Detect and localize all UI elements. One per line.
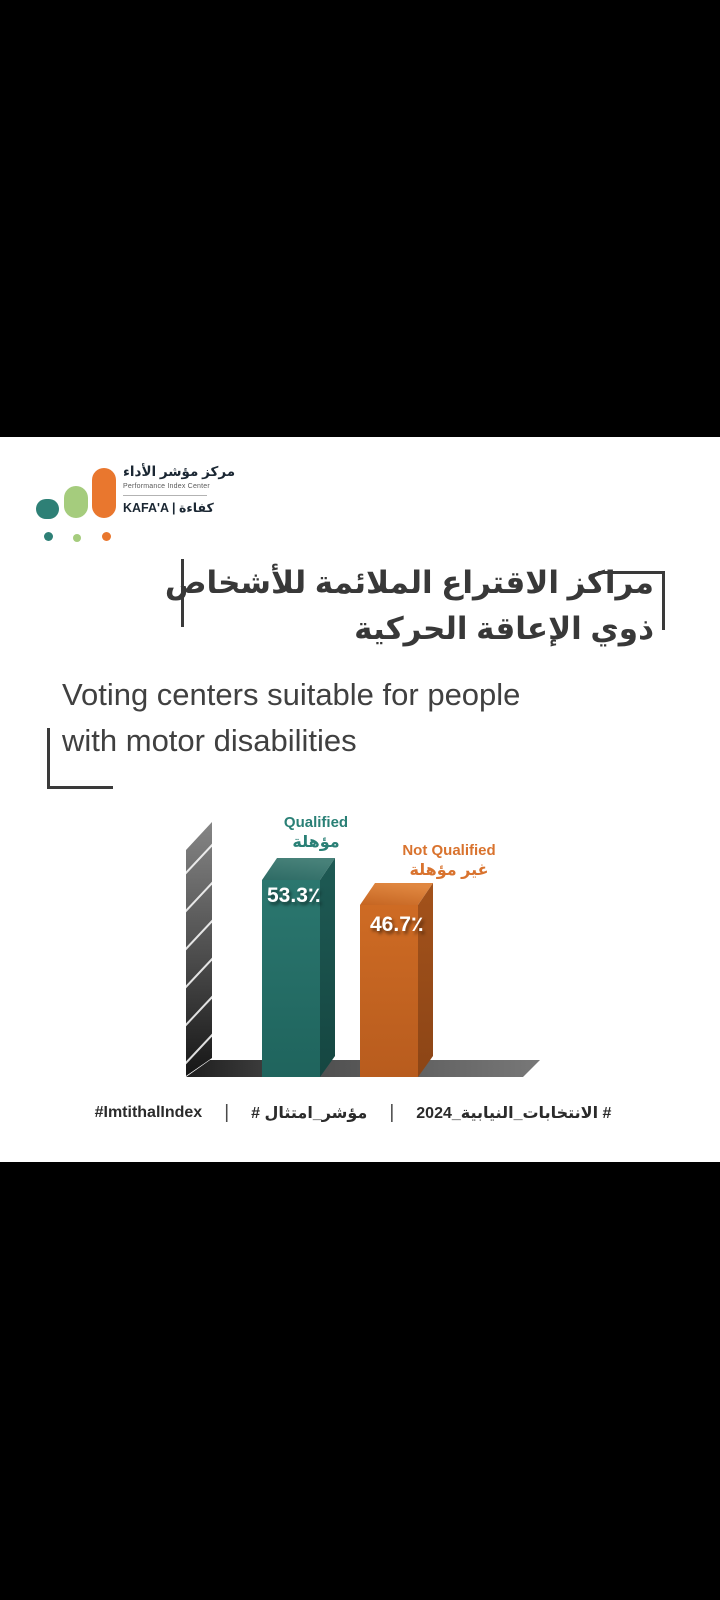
chart-axis-wall: [186, 822, 212, 1076]
letterbox-top: [0, 0, 720, 437]
hashtag-elections-2024: # الانتخابات_النيابية_2024: [416, 1105, 612, 1122]
title-ar-line2: ذوي الإعاقة الحركية: [354, 611, 654, 646]
bar-not-qualified-side: [418, 883, 433, 1077]
logo-dot-orange-icon: [102, 532, 111, 541]
bar-not-qualified: [360, 883, 433, 1077]
title-ar-bracket-horizontal: [598, 571, 665, 574]
title-ar-line1: مراكز الاقتراع الملائمة للأشخاص: [164, 565, 654, 600]
legend-qualified-en: Qualified: [283, 814, 349, 831]
logo-dot-green-icon: [73, 534, 81, 542]
legend-not-qualified-en: Not Qualified: [402, 842, 496, 859]
legend-not-qualified-ar: غير مؤهلة: [409, 862, 489, 879]
logo-dot-teal-icon: [44, 532, 53, 541]
title-ar-left-tick: [181, 559, 184, 627]
title-ar-bracket-vertical: [662, 571, 665, 630]
page-title-arabic: مراكز الاقتراع الملائمة للأشخاص ذوي الإع…: [165, 560, 654, 652]
bar-not-qualified-front: [360, 905, 418, 1077]
title-en-bracket-horizontal: [47, 786, 113, 789]
bar-qualified-top: [262, 858, 335, 880]
title-en-bracket-vertical: [47, 728, 50, 789]
bar-chart: [186, 822, 540, 1077]
hashtag-separator-2: |: [389, 1102, 395, 1123]
hashtag-separator-1: |: [224, 1102, 230, 1123]
logo-brand-name: KAFA'A | كفاءة: [123, 501, 214, 515]
title-en-line2: with motor disabilities: [62, 723, 357, 758]
page-title-english: Voting centers suitable for people with …: [62, 672, 520, 764]
logo-divider: [123, 495, 207, 496]
brand-logo-text: مركز مؤشر الأداء Performance Index Cente…: [123, 463, 236, 515]
logo-bar-green-icon: [64, 486, 88, 518]
legend-qualified-ar: مؤهلة: [292, 834, 340, 851]
hashtag-footer: #ImtithalIndex | # مؤشر_امتثال | # الانت…: [0, 1102, 713, 1124]
hashtag-imtithal-index: #ImtithalIndex: [94, 1104, 203, 1121]
bar-qualified-front: [262, 880, 320, 1077]
bar-not-qualified-top: [360, 883, 433, 905]
logo-bar-teal-icon: [36, 499, 59, 519]
letterbox-bottom: [0, 1162, 720, 1600]
logo-bar-orange-icon: [92, 468, 116, 518]
bar-qualified: [262, 858, 335, 1077]
value-qualified: 53.3٪: [267, 884, 321, 907]
wall-hatch-lines: [186, 842, 212, 1066]
value-not-qualified: 46.7٪: [370, 913, 424, 936]
hashtag-muashir-imtithal: # مؤشر_امتثال: [251, 1105, 368, 1122]
logo-subtitle-english: Performance Index Center: [123, 483, 210, 490]
title-en-line1: Voting centers suitable for people: [62, 677, 521, 712]
bar-qualified-side: [320, 858, 335, 1077]
logo-title-arabic: مركز مؤشر الأداء: [123, 464, 236, 479]
